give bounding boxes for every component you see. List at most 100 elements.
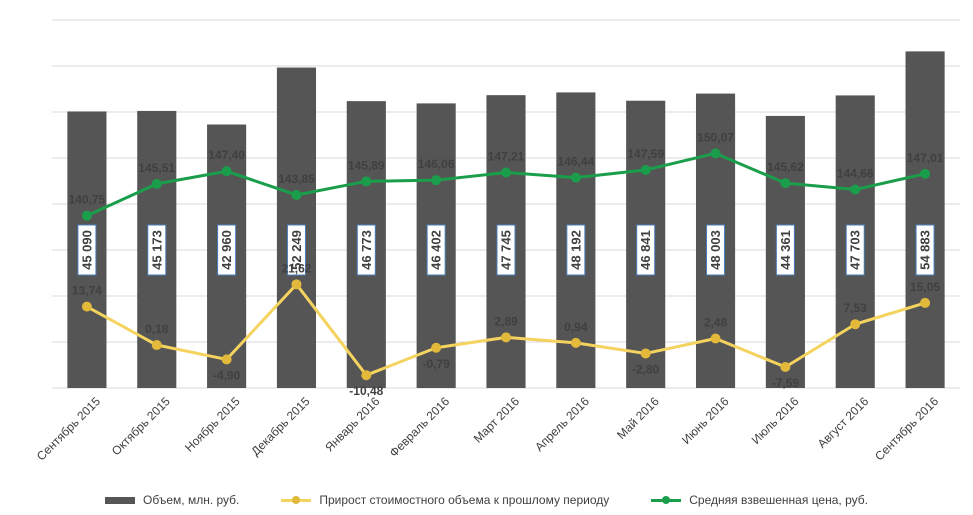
legend-item-price: Средняя взвешенная цена, руб. [651, 493, 868, 507]
price-line-label: 145,62 [767, 160, 804, 174]
growth-line-point [920, 297, 931, 308]
volume-label-box [566, 224, 586, 276]
category-label: Сентябрь 2016 [872, 394, 941, 463]
volume-label-box [636, 224, 656, 276]
legend-item-growth: Прирост стоимостного объема к прошлому п… [281, 493, 609, 507]
legend-label-growth: Прирост стоимостного объема к прошлому п… [319, 493, 610, 507]
price-line-point [151, 178, 162, 189]
growth-line-label: 13,74 [72, 284, 102, 298]
growth-line-label: 2,48 [704, 316, 728, 330]
price-line-point [780, 178, 791, 189]
price-line-point [431, 175, 442, 186]
growth-line-label: 2,89 [494, 314, 518, 328]
volume-label-box [426, 224, 446, 276]
volume-label-box [147, 224, 167, 276]
volume-label-box [496, 224, 516, 276]
legend-label-price: Средняя взвешенная цена, руб. [689, 493, 868, 507]
growth-line-point [151, 340, 162, 351]
price-line-label: 146,06 [418, 157, 455, 171]
volume-label: 46 402 [429, 230, 444, 270]
legend-swatch-volume [105, 496, 136, 504]
volume-label: 48 192 [568, 230, 583, 270]
price-line-label: 143,85 [278, 172, 315, 186]
price-line-label: 145,89 [348, 158, 385, 172]
growth-line-point [221, 354, 232, 365]
growth-line-point [361, 370, 372, 381]
volume-label: 52 249 [289, 230, 304, 270]
legend-label-volume: Объем, млн. руб. [143, 493, 240, 507]
volume-label: 44 361 [778, 230, 793, 270]
growth-line-label: 0,94 [564, 320, 588, 334]
growth-line-point [291, 279, 302, 290]
volume-label-box [217, 224, 237, 276]
category-label: Июль 2016 [749, 394, 802, 447]
category-labels: Сентябрь 2015 Октябрь 2015 Ноябрь 2015 Дека… [34, 394, 942, 463]
growth-line-label: 21,62 [281, 261, 311, 275]
price-line-point [361, 176, 372, 187]
growth-line-point [81, 301, 92, 312]
growth-line-label: -7,59 [772, 376, 800, 390]
category-label: Декабрь 2015 [248, 394, 312, 458]
category-label: Сентябрь 2015 [34, 394, 103, 463]
volume-label: 46 773 [359, 230, 374, 270]
category-label: Февраль 2016 [387, 394, 453, 460]
volume-label-box [845, 224, 865, 276]
price-line-label: 147,59 [627, 147, 664, 161]
category-label: Октябрь 2015 [109, 394, 173, 458]
volume-label-box [706, 224, 726, 276]
price-line-label: 146,44 [557, 155, 594, 169]
price-line-label: 147,21 [488, 149, 525, 163]
legend-item-volume: Объем, млн. руб. [105, 493, 239, 507]
growth-line-point [501, 332, 511, 343]
price-line-point [710, 148, 721, 159]
price-line-point [850, 184, 861, 195]
volume-labels: 45 090 45 173 42 960 52 249 46 773 46 402 47 7… [77, 224, 935, 276]
volume-label: 47 745 [499, 230, 514, 270]
volume-label: 45 090 [79, 230, 94, 270]
category-label: Январь 2016 [322, 394, 382, 454]
growth-line-label: -2,80 [632, 362, 660, 376]
volume-label: 54 883 [918, 230, 933, 270]
price-line-point [920, 168, 931, 179]
growth-line-point [640, 348, 651, 359]
growth-line-label: -4,90 [213, 368, 241, 382]
volume-label-box [77, 224, 97, 276]
price-line-point [291, 189, 302, 200]
price-line-point [501, 167, 511, 178]
growth-line-point [431, 342, 442, 353]
growth-line-label: -0,79 [422, 357, 450, 371]
price-line-point [640, 164, 651, 175]
price-series: 140,75 145,51 147,40 143,85 145,89 146,06 147,… [69, 130, 944, 221]
price-line-point [570, 172, 581, 183]
price-line-label: 150,07 [697, 130, 734, 144]
growth-line-point [710, 333, 721, 344]
category-label: Март 2016 [471, 394, 523, 446]
volume-label-box [356, 224, 376, 276]
growth-line-label: 15,05 [910, 280, 940, 294]
volume-label: 42 960 [219, 230, 234, 270]
price-line-label: 147,01 [907, 151, 944, 165]
category-label: Июнь 2016 [679, 394, 732, 447]
volume-label: 48 003 [708, 230, 723, 270]
price-line-label: 147,40 [208, 148, 245, 162]
growth-line-label: -10,48 [349, 384, 383, 398]
volume-label: 46 841 [638, 230, 653, 270]
price-line-point [221, 166, 232, 177]
legend: Объем, млн. руб. Прирост стоимостного об… [0, 488, 973, 512]
growth-series: 13,74 0,18 -4,90 21,62 -10,48 -0,79 2,89 0,94 -2… [72, 261, 941, 398]
volume-bar [905, 51, 945, 388]
growth-line-label: 0,18 [145, 322, 169, 336]
growth-line-point [570, 337, 581, 348]
price-line-label: 145,51 [138, 161, 175, 175]
volume-label-box [286, 224, 306, 276]
volume-label: 45 173 [149, 230, 164, 270]
price-line-label: 140,75 [69, 193, 106, 207]
volume-label-box [915, 224, 935, 276]
legend-swatch-price [651, 495, 682, 505]
volume-label-box [775, 224, 795, 276]
category-label: Май 2016 [614, 394, 662, 442]
growth-line-point [780, 362, 791, 373]
volume-label: 47 703 [848, 230, 863, 270]
price-line-point [81, 210, 92, 221]
